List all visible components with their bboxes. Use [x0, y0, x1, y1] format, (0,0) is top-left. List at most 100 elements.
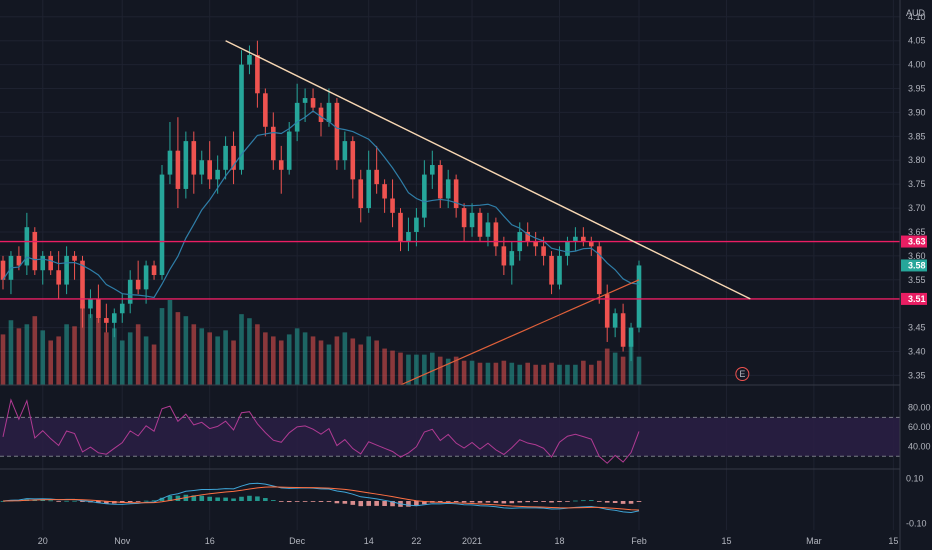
macd-histogram-bar — [64, 500, 69, 502]
macd-histogram-bar — [366, 501, 371, 506]
price-tick-label: 3.85 — [908, 131, 926, 141]
macd-histogram-bar — [215, 497, 220, 501]
time-tick-label: Nov — [114, 536, 131, 546]
candle-body — [334, 102, 340, 161]
volume-bar — [374, 340, 379, 385]
volume-bar — [557, 364, 562, 385]
candle-body — [310, 98, 316, 108]
time-tick-label: 20 — [38, 536, 48, 546]
price-tick-label: 3.75 — [908, 179, 926, 189]
volume-bar — [104, 332, 109, 385]
volume-bar — [589, 364, 594, 385]
candle-body — [278, 160, 284, 170]
candle-body — [40, 255, 46, 271]
volume-bar — [135, 324, 141, 385]
volume-bar — [48, 340, 53, 385]
candle-body — [271, 126, 276, 161]
volume-bar — [191, 324, 197, 385]
volume-bar — [414, 354, 419, 385]
macd-histogram-bar — [239, 496, 244, 501]
macd-tick-label: -0.10 — [906, 519, 927, 529]
candle-body — [596, 246, 602, 295]
volume-bar — [382, 348, 387, 385]
price-tick-label: 4.10 — [908, 12, 926, 22]
volume-bar — [151, 344, 157, 385]
time-tick-label: 15 — [888, 536, 898, 546]
candle-body — [636, 265, 642, 328]
volume-bar — [255, 324, 260, 385]
candle-body — [263, 93, 268, 127]
macd-histogram-bar — [56, 501, 61, 502]
time-tick-label: Feb — [631, 536, 647, 546]
price-tick-label: 3.80 — [908, 155, 926, 165]
price-axis[interactable]: AUD 4.10 4.05 4.00 3.95 3.90 3.85 3.80 3.75 3.70… — [906, 8, 926, 380]
volume-bar — [461, 360, 467, 385]
candle-body — [215, 169, 220, 180]
volume-bar — [64, 324, 69, 385]
candle-body — [159, 174, 165, 276]
volume-bar — [88, 314, 93, 385]
candle-body — [366, 169, 371, 209]
candle-body — [374, 169, 379, 185]
macd-histogram-bar — [167, 495, 173, 501]
volume-bar — [541, 364, 546, 385]
macd-histogram-bar — [509, 501, 515, 504]
volume-bar — [127, 332, 133, 385]
moving-average-line — [2, 110, 640, 299]
rsi-tick-label: 80.00 — [908, 403, 931, 413]
macd-histogram-bar — [72, 500, 77, 502]
price-tick-label: 3.35 — [908, 370, 926, 380]
macd-histogram-bar — [271, 500, 276, 501]
volume-bar — [453, 356, 459, 385]
time-tick-label: 2021 — [462, 536, 482, 546]
macd-histogram-bar — [485, 501, 491, 503]
volume-bar — [199, 328, 205, 385]
price-tick-label: 3.70 — [908, 203, 926, 213]
candle-body — [604, 294, 610, 328]
candle-body — [533, 241, 538, 247]
candle-body — [398, 212, 403, 242]
volume-bar — [596, 360, 602, 385]
macd-histogram-bar — [135, 501, 141, 502]
macd-histogram-bar — [263, 498, 268, 501]
volume-bar — [56, 336, 61, 385]
candle-body — [231, 145, 236, 170]
volume-bar — [509, 362, 515, 385]
volume-bar — [318, 340, 324, 385]
macd-histogram-bar — [199, 495, 205, 501]
macd-histogram-bar — [628, 501, 634, 504]
candle-body — [223, 145, 228, 170]
candle-body — [239, 64, 244, 170]
rsi-tick-label: 60.00 — [908, 422, 931, 432]
macd-histogram-bar — [581, 500, 586, 502]
candle-body — [565, 241, 570, 256]
volume-bar — [422, 354, 427, 385]
rsi-line — [2, 398, 640, 464]
candle-body — [612, 313, 618, 328]
candle-body — [358, 179, 364, 209]
volume-bar — [112, 328, 117, 385]
volume-bar — [398, 352, 403, 385]
candle-body — [135, 279, 141, 290]
price-tick-label: 4.00 — [908, 60, 926, 70]
candle-body — [406, 231, 411, 242]
macd-histogram-bar — [493, 501, 499, 503]
candle-body — [541, 246, 546, 256]
volume-bar — [310, 336, 316, 385]
macd-histogram-bar — [350, 501, 356, 505]
candle-body — [573, 236, 578, 242]
candle-body — [16, 255, 22, 266]
volume-bar — [485, 362, 491, 385]
time-tick-label: 16 — [205, 536, 215, 546]
candle-body — [143, 265, 149, 290]
volume-bar — [445, 358, 451, 385]
volume-bar — [278, 340, 284, 385]
volume-bar — [215, 336, 220, 385]
macd-histogram-bar — [40, 499, 46, 501]
macd-histogram-bar — [525, 501, 530, 503]
candle-body — [620, 313, 626, 347]
volume-bar — [437, 356, 443, 385]
macd-histogram-bar — [159, 497, 165, 501]
time-axis[interactable]: 20 Nov 16 Dec 14 22 2021 18 Feb 15 Mar 15 — [38, 536, 899, 546]
